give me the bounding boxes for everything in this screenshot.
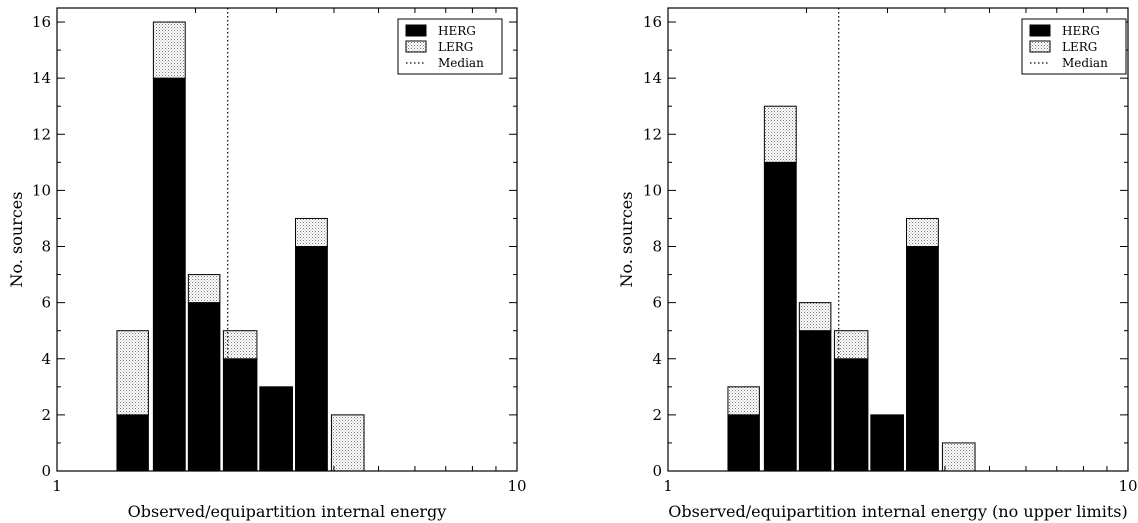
herg-bar — [906, 246, 939, 472]
y-tick-label: 4 — [41, 350, 51, 368]
legend: HERG LERG Median — [397, 18, 503, 75]
y-tick-label: 16 — [32, 13, 51, 31]
lerg-bar — [727, 386, 760, 416]
legend-label-lerg: LERG — [1062, 40, 1097, 54]
legend-swatch-lerg — [405, 40, 427, 53]
y-tick-label: 2 — [41, 406, 51, 424]
herg-bar — [763, 161, 797, 472]
herg-bar — [798, 330, 832, 472]
legend-label-median: Median — [438, 56, 484, 70]
x-axis-label: Observed/equipartition internal energy (… — [668, 502, 1127, 521]
y-tick-label: 8 — [652, 238, 662, 256]
herg-bar — [187, 302, 221, 472]
y-tick-label: 10 — [643, 181, 662, 199]
lerg-bar — [798, 302, 832, 332]
plot-frame — [56, 7, 518, 472]
y-tick-label: 16 — [643, 13, 662, 31]
y-tick-label: 14 — [32, 69, 51, 87]
lerg-bar — [222, 330, 258, 360]
y-tick-label: 4 — [652, 350, 662, 368]
y-tick-label: 6 — [652, 294, 662, 312]
x-tick-label: 1 — [663, 477, 673, 495]
legend-label-lerg: LERG — [438, 40, 473, 54]
y-tick-label: 12 — [643, 125, 662, 143]
x-tick-label: 10 — [1118, 477, 1137, 495]
legend-label-herg: HERG — [1062, 24, 1100, 38]
lerg-bar — [295, 217, 328, 248]
x-tick-label: 10 — [507, 477, 526, 495]
legend-swatch-lerg — [1029, 40, 1051, 53]
x-tick-label: 1 — [52, 477, 62, 495]
herg-bar — [727, 414, 760, 472]
lerg-bar — [833, 330, 869, 360]
herg-bar — [833, 358, 869, 472]
y-tick-label: 14 — [643, 69, 662, 87]
herg-bar — [116, 414, 149, 472]
lerg-bar — [330, 414, 365, 472]
herg-bar — [152, 77, 186, 472]
legend-swatch-herg — [1029, 24, 1051, 37]
y-tick-label: 0 — [41, 462, 51, 480]
y-tick-label: 12 — [32, 125, 51, 143]
lerg-bar — [152, 21, 186, 79]
right-histogram-panel: 0 2 4 6 8 10 12 14 16 1 10 Observed/equipartition i… — [617, 7, 1138, 521]
legend-swatch-herg — [405, 24, 427, 37]
herg-bar — [870, 414, 904, 472]
legend: HERG LERG Median — [1021, 18, 1127, 75]
left-histogram-panel: 0 2 4 6 8 10 12 14 16 1 10 Observed/equipartition i… — [7, 7, 527, 521]
y-tick-label: 2 — [652, 406, 662, 424]
herg-bar — [259, 386, 293, 472]
lerg-bar — [906, 217, 939, 248]
legend-label-median: Median — [1062, 56, 1108, 70]
plot-frame — [667, 7, 1129, 472]
y-tick-label: 0 — [652, 462, 662, 480]
x-axis-label: Observed/equipartition internal energy — [128, 502, 447, 521]
lerg-bar — [763, 105, 797, 163]
y-tick-label: 8 — [41, 238, 51, 256]
lerg-bar — [941, 442, 976, 472]
y-tick-label: 10 — [32, 181, 51, 199]
y-axis-label: No. sources — [617, 192, 636, 288]
y-axis-label: No. sources — [7, 192, 26, 288]
lerg-bar — [116, 330, 149, 416]
legend-label-herg: HERG — [438, 24, 476, 38]
y-tick-label: 6 — [41, 294, 51, 312]
herg-bar — [295, 246, 328, 472]
lerg-bar — [187, 274, 221, 304]
herg-bar — [222, 358, 258, 472]
